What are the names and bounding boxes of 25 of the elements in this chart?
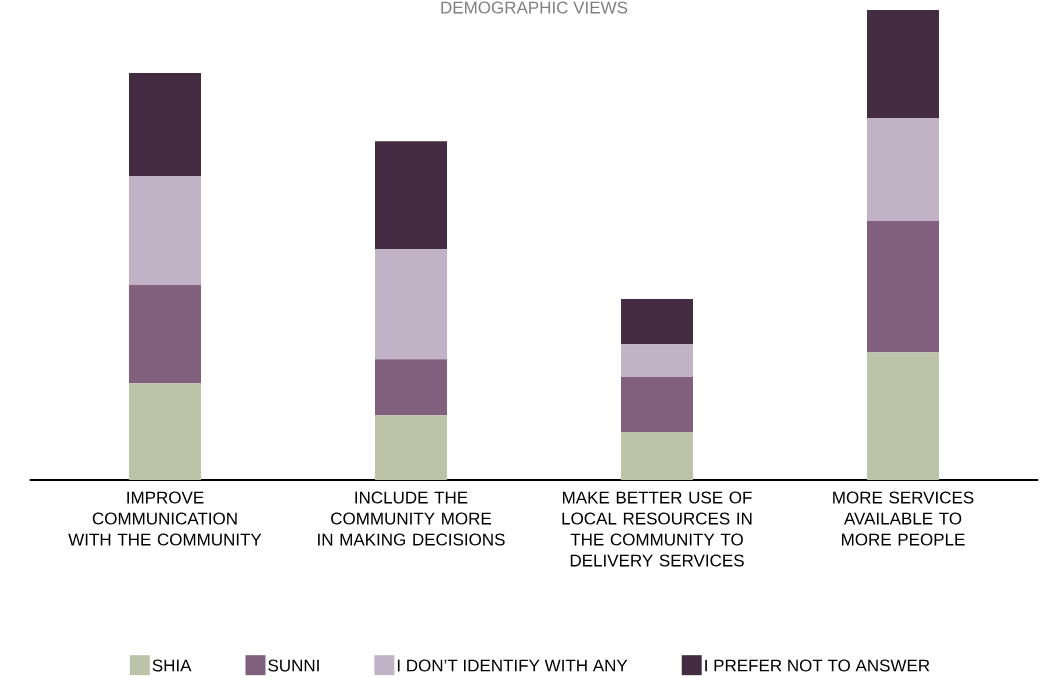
x-tick-label: MORE SERVICES AVAILABLE TO MORE PEOPLE: [833, 491, 974, 546]
bar: [866, 118, 939, 222]
bar: [129, 284, 201, 384]
bar: [621, 377, 693, 433]
bar: [621, 299, 693, 345]
legend-label: SUNNI: [268, 659, 319, 672]
bar: [129, 72, 201, 176]
x-tick-label: MAKE BETTER USE OF LOCAL RESOURCES IN THE COMMUNITY TO DELIVERY SERVICES: [562, 491, 752, 567]
chart-title: DEMOGRAPHIC VIEWS: [441, 1, 628, 14]
bar: [621, 432, 693, 480]
bar: [129, 175, 201, 285]
legend-label: I PREFER NOT TO ANSWER: [705, 659, 930, 672]
bar: [621, 344, 693, 378]
bar: [866, 221, 939, 353]
legend-label: SHIA: [152, 659, 192, 672]
bar: [375, 415, 447, 480]
bar: [129, 383, 201, 480]
bar: [866, 352, 939, 480]
legend-label: I DON’T IDENTIFY WITH ANY: [397, 659, 628, 672]
x-tick-label: IMPROVE COMMUNICATION WITH THE COMMUNITY: [68, 491, 262, 546]
bar: [866, 10, 939, 119]
bar: [375, 249, 447, 360]
x-tick-label: INCLUDE THE COMMUNITY MORE IN MAKING DECISIONS: [318, 491, 505, 546]
bar: [375, 359, 447, 416]
bar: [375, 141, 447, 250]
